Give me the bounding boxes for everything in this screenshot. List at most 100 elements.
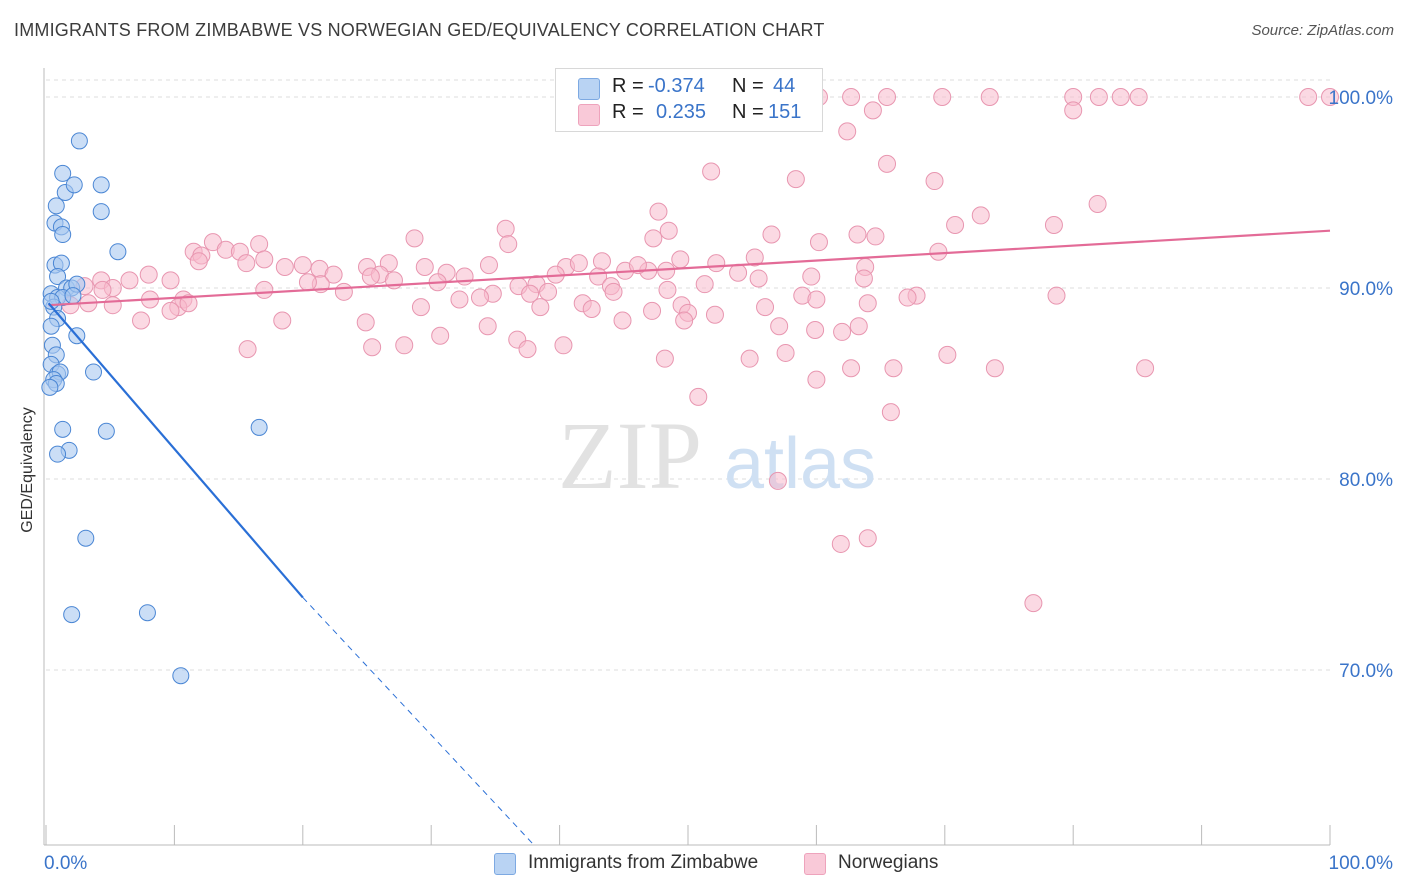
zimbabwe-point — [63, 606, 81, 624]
x-tick-label: 100.0% — [1329, 853, 1394, 874]
norwegians-point — [1299, 88, 1318, 106]
zimbabwe-point — [54, 226, 72, 244]
norwegians-point — [470, 288, 489, 307]
trend-lines — [47, 229, 1331, 846]
norwegians-point — [604, 282, 623, 301]
norwegians-point — [1047, 286, 1066, 305]
norwegians-point — [334, 282, 353, 301]
norwegians-point — [807, 290, 826, 309]
norwegians-point — [655, 349, 674, 368]
legend-label-zimbabwe: Immigrants from Zimbabwe — [528, 852, 759, 873]
tick-labels: 100.0% 90.0% 80.0% 70.0% 0.0% 100.0% — [44, 88, 1393, 874]
norwegians-point — [838, 122, 857, 141]
zimbabwe-point — [92, 176, 110, 194]
norwegians-point — [768, 471, 787, 490]
norwegians-point — [705, 305, 724, 324]
norwegians-point — [255, 280, 274, 299]
zimbabwe-point — [47, 197, 65, 215]
norwegians-point — [592, 252, 611, 271]
norwegians-point — [1321, 88, 1339, 106]
norwegians-point — [925, 172, 944, 191]
source-label: Source: ZipAtlas.com — [1251, 22, 1394, 39]
watermark: ZIP atlas — [558, 402, 876, 509]
r-value: 0.235 — [656, 101, 707, 123]
n-value: 151 — [768, 101, 802, 123]
norwegians-point — [1111, 88, 1130, 106]
norwegians-point — [658, 280, 677, 299]
stats-row-zimbabwe: R = -0.374 N = 44 — [556, 75, 822, 101]
norwegians-swatch — [578, 104, 600, 126]
norwegians-point — [1089, 88, 1108, 106]
zimbabwe-point — [92, 203, 110, 221]
norwegians-point — [740, 349, 759, 368]
y-tick-label: 70.0% — [1339, 661, 1393, 682]
norwegians-point — [881, 403, 900, 422]
norwegians-point — [729, 263, 748, 282]
zimbabwe-point — [49, 445, 67, 463]
norwegians-point — [1024, 594, 1043, 613]
norwegians-point — [689, 387, 708, 406]
norwegians-point — [842, 88, 861, 106]
watermark-zip: ZIP — [558, 402, 702, 509]
correlation-stats-box: R = -0.374 N = 44 R = 0.235 N = 151 — [555, 68, 823, 132]
norwegians-point — [776, 343, 795, 362]
norwegians-point — [237, 254, 256, 273]
norwegians-point — [499, 235, 518, 254]
norwegians-point — [120, 271, 139, 290]
norwegians-point — [521, 284, 540, 303]
y-axis-label: GED/Equivalency — [19, 407, 36, 532]
norwegians-point — [644, 229, 663, 248]
norwegians-point — [938, 345, 957, 364]
norwegians-point — [770, 317, 789, 336]
norwegians-point — [613, 311, 632, 330]
norwegians-point — [1088, 194, 1107, 213]
zimbabwe-point — [138, 604, 156, 622]
norwegians-point — [293, 256, 312, 275]
legend-label-norwegians: Norwegians — [838, 852, 939, 873]
n-label: N = — [732, 101, 764, 123]
norwegians-point — [858, 294, 877, 313]
norwegians-point — [749, 269, 768, 288]
norwegians-point — [863, 101, 882, 120]
norwegians-point — [1136, 359, 1155, 378]
y-tick-label: 90.0% — [1339, 279, 1393, 300]
norwegians-point — [702, 162, 721, 181]
r-label: R = — [612, 75, 644, 97]
zimbabwe-point — [70, 132, 88, 150]
stats-row-norwegians: R = 0.235 N = 151 — [556, 101, 822, 127]
norwegians-point — [745, 248, 764, 267]
norwegians-point — [695, 275, 714, 294]
norwegians-point — [946, 215, 965, 234]
norwegians-point — [1044, 215, 1063, 234]
norwegians-point — [324, 265, 343, 284]
norwegians-point — [103, 296, 122, 315]
legend-swatch-norwegians — [804, 853, 826, 875]
norwegians-point — [806, 321, 825, 340]
norwegians-point — [858, 529, 877, 548]
zimbabwe-trend-line — [47, 302, 304, 599]
norwegians-point — [250, 235, 269, 254]
norwegians-point — [809, 233, 828, 252]
zimbabwe-swatch — [578, 78, 600, 100]
norwegians-point — [671, 250, 690, 269]
norwegians-point — [450, 290, 469, 309]
x-tick-label: 0.0% — [44, 853, 87, 874]
norwegians-point — [866, 227, 885, 246]
norwegians-point — [1064, 101, 1083, 120]
norwegians-point — [255, 250, 274, 269]
norwegians-point — [93, 280, 112, 299]
norwegians-point — [478, 317, 497, 336]
r-value: -0.374 — [648, 75, 705, 97]
norwegians-point — [878, 154, 897, 173]
zimbabwe-point — [77, 529, 95, 547]
zimbabwe-point — [64, 287, 82, 305]
norwegians-point — [848, 225, 867, 244]
norwegians-point — [539, 282, 558, 301]
norwegians-point — [179, 294, 198, 313]
watermark-atlas: atlas — [724, 424, 876, 504]
norwegians-point — [802, 267, 821, 286]
norwegians-point — [980, 88, 999, 106]
zimbabwe-point — [41, 378, 59, 396]
norwegians-point — [842, 359, 861, 378]
